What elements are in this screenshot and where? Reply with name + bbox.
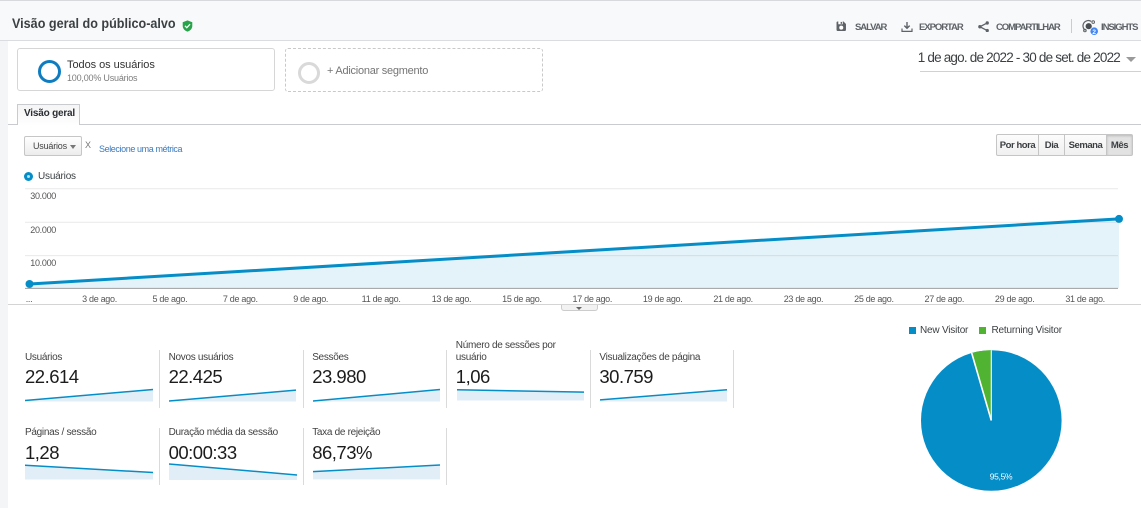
svg-text:95,5%: 95,5%: [990, 472, 1013, 482]
svg-text:2: 2: [1092, 29, 1096, 36]
